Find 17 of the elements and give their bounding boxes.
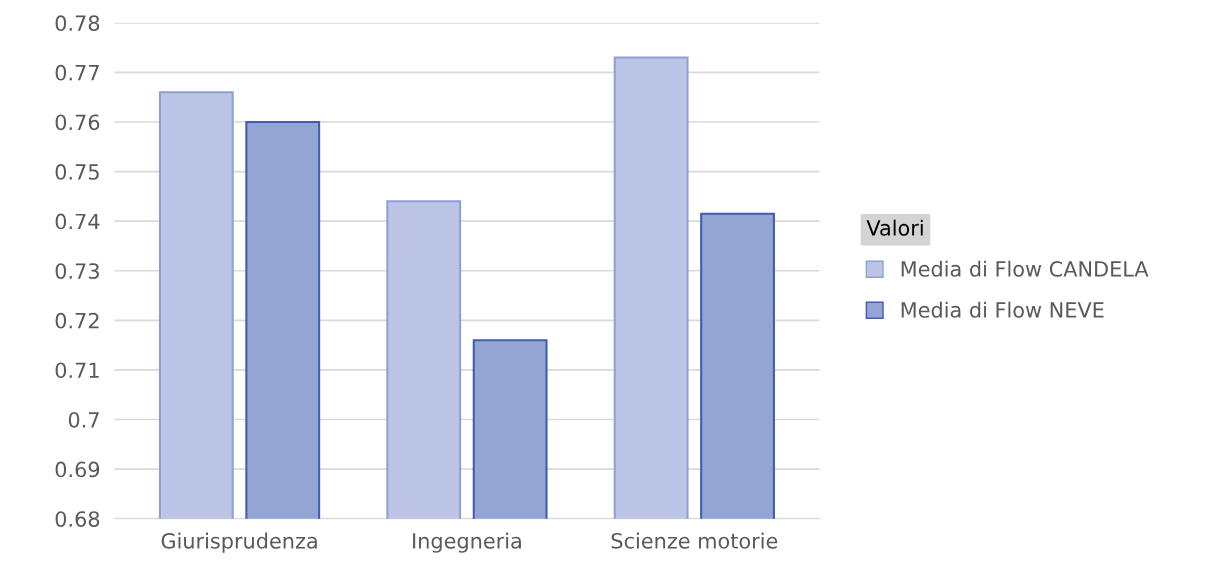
y-tick-label: 0.7 <box>68 411 99 428</box>
y-tick-label: 0.77 <box>55 64 99 81</box>
y-tick-label: 0.73 <box>55 263 99 279</box>
y-tick-label: 0.68 <box>55 511 100 527</box>
legend-label: Media di Flow CANDELA <box>901 260 1149 277</box>
x-tick-label: Scienze motorie <box>611 532 778 549</box>
y-tick-label: 0.69 <box>55 461 100 478</box>
y-tick-label: 0.72 <box>55 312 99 329</box>
y-tick-label: 0.78 <box>55 15 100 32</box>
x-tick-label: Giurisprudenza <box>161 532 317 553</box>
y-tick-label: 0.71 <box>55 362 99 379</box>
y-tick-label: 0.76 <box>55 114 100 131</box>
x-tick-label: Ingegneria <box>413 532 521 553</box>
legend-title: Valori <box>866 219 923 236</box>
legend-label: Media di Flow NEVE <box>901 301 1104 318</box>
y-tick-label: 0.75 <box>55 164 99 180</box>
y-tick-label: 0.74 <box>55 213 100 230</box>
